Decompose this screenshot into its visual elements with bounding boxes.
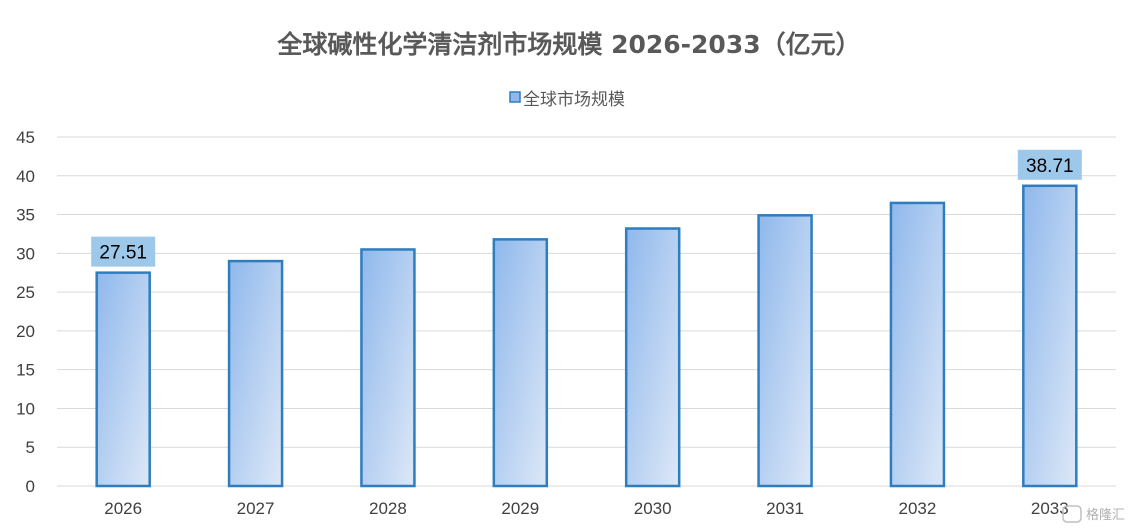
- data-label-background: [1017, 149, 1082, 180]
- y-tick-label: 25: [16, 283, 35, 302]
- data-labels: 27.51 38.71: [91, 149, 1082, 267]
- y-tick-label: 15: [16, 361, 35, 380]
- x-tick-label: 2027: [237, 499, 275, 518]
- legend-label: 全球市场规模: [523, 90, 625, 110]
- bar: [492, 238, 549, 488]
- x-tick-label: 2028: [369, 499, 407, 518]
- bar: [889, 201, 946, 488]
- x-axis-ticks: 2026 2027 2028 2029 2030 2031 2032 2033: [104, 499, 1068, 518]
- legend: 全球市场规模: [509, 90, 625, 110]
- bar: [95, 271, 151, 488]
- bars: [95, 184, 1078, 488]
- bar: [624, 227, 681, 488]
- legend-swatch: [509, 91, 521, 103]
- bar: [360, 248, 416, 488]
- data-label-background: [91, 236, 156, 267]
- y-axis-ticks: 0 5 10 15 20 25 30 35 40 45: [16, 128, 35, 496]
- y-tick-label: 30: [16, 244, 35, 263]
- gridlines: [57, 136, 1116, 487]
- x-tick-label: 2032: [899, 499, 937, 518]
- x-tick-label: 2031: [766, 499, 804, 518]
- y-tick-label: 10: [16, 399, 35, 418]
- bar: [227, 259, 284, 488]
- data-label-text: 38.71: [1026, 156, 1074, 177]
- chart-title: 全球碱性化学清洁剂市场规模 2026-2033（亿元）: [276, 30, 860, 59]
- bar: [757, 214, 813, 488]
- y-tick-label: 40: [16, 167, 35, 186]
- watermark-logo-icon: [1062, 505, 1082, 523]
- y-tick-label: 0: [26, 477, 35, 496]
- watermark-text: 格隆汇: [1086, 507, 1125, 523]
- y-tick-label: 45: [16, 128, 35, 147]
- y-tick-label: 5: [26, 438, 35, 457]
- bar: [1022, 184, 1078, 488]
- y-tick-label: 20: [16, 322, 35, 341]
- x-tick-label: 2030: [634, 499, 672, 518]
- x-tick-label: 2026: [104, 499, 142, 518]
- y-tick-label: 35: [16, 206, 35, 225]
- watermark: 格隆汇: [1062, 505, 1125, 523]
- data-label-text: 27.51: [99, 243, 147, 264]
- data-label: 38.71: [1017, 149, 1082, 180]
- x-tick-label: 2029: [501, 499, 539, 518]
- x-tick-label: 2033: [1031, 499, 1069, 518]
- data-label: 27.51: [91, 236, 156, 267]
